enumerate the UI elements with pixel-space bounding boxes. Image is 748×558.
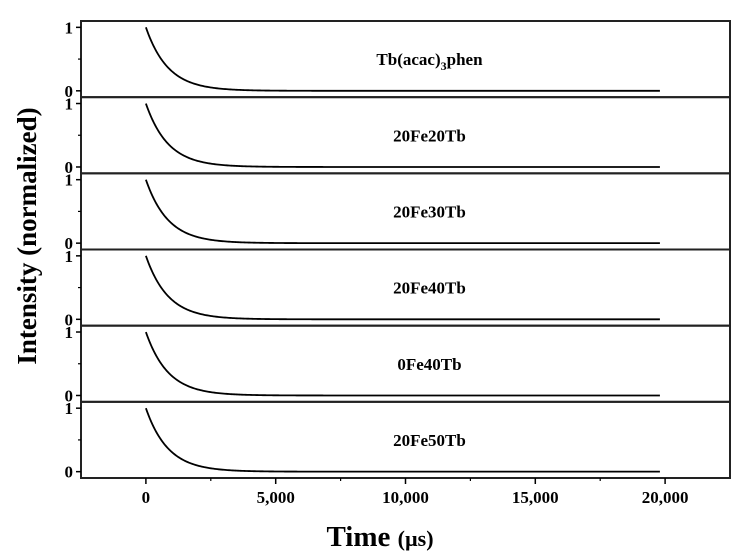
y-tick-label: 0	[65, 310, 74, 329]
panel-label: 20Fe20Tb	[393, 126, 466, 145]
panel-label: 20Fe30Tb	[393, 203, 466, 222]
x-tick-label: 20,000	[642, 488, 689, 507]
y-tick-label: 0	[65, 82, 74, 101]
y-axis-title: Intensity (normalized)	[12, 107, 42, 364]
decay-curve	[145, 255, 660, 321]
y-tick-label: 0	[65, 158, 74, 177]
panel-tb-acac-3phen: 0 1 Tb(acac)3phen	[65, 18, 731, 101]
panel-20fe30tb: 0 1 20Fe30Tb	[65, 171, 731, 253]
panel-20fe50tb: 0 1 20Fe50Tb	[65, 399, 731, 482]
decay-curve	[145, 27, 660, 92]
x-axis: 0 5,000 10,000 15,000 20,000	[142, 478, 689, 507]
y-tick-label: 0	[65, 386, 74, 405]
x-axis-title: Time (µs)	[326, 521, 433, 553]
decay-curve	[145, 103, 660, 168]
decay-curve	[145, 331, 660, 397]
y-tick-label: 1	[65, 95, 74, 114]
panel-0fe40tb: 0 1 0Fe40Tb	[65, 323, 731, 405]
y-tick-label: 1	[65, 399, 74, 418]
decay-curve	[145, 407, 660, 473]
y-tick-label: 1	[65, 247, 74, 266]
panel-label: 20Fe40Tb	[393, 279, 466, 298]
y-tick-label: 0	[65, 463, 74, 482]
y-tick-label: 1	[65, 171, 74, 190]
decay-curve	[145, 179, 660, 245]
x-tick-label: 15,000	[512, 488, 559, 507]
panel-label: 0Fe40Tb	[397, 355, 461, 374]
y-tick-label: 1	[65, 18, 74, 37]
x-tick-label: 5,000	[257, 488, 295, 507]
panel-20fe40tb: 0 1 20Fe40Tb	[65, 247, 731, 329]
panels-group: 01Tb(acac)3phen0120Fe20Tb0120Fe30Tb0120F…	[65, 18, 731, 482]
panel-label: Tb(acac)3phen	[376, 50, 483, 73]
panel-label: 20Fe50Tb	[393, 431, 466, 450]
x-tick-label: 10,000	[382, 488, 429, 507]
y-tick-label: 1	[65, 323, 74, 342]
x-tick-label: 0	[142, 488, 151, 507]
y-tick-label: 0	[65, 234, 74, 253]
panel-20fe20tb: 0 1 20Fe20Tb	[65, 95, 731, 177]
